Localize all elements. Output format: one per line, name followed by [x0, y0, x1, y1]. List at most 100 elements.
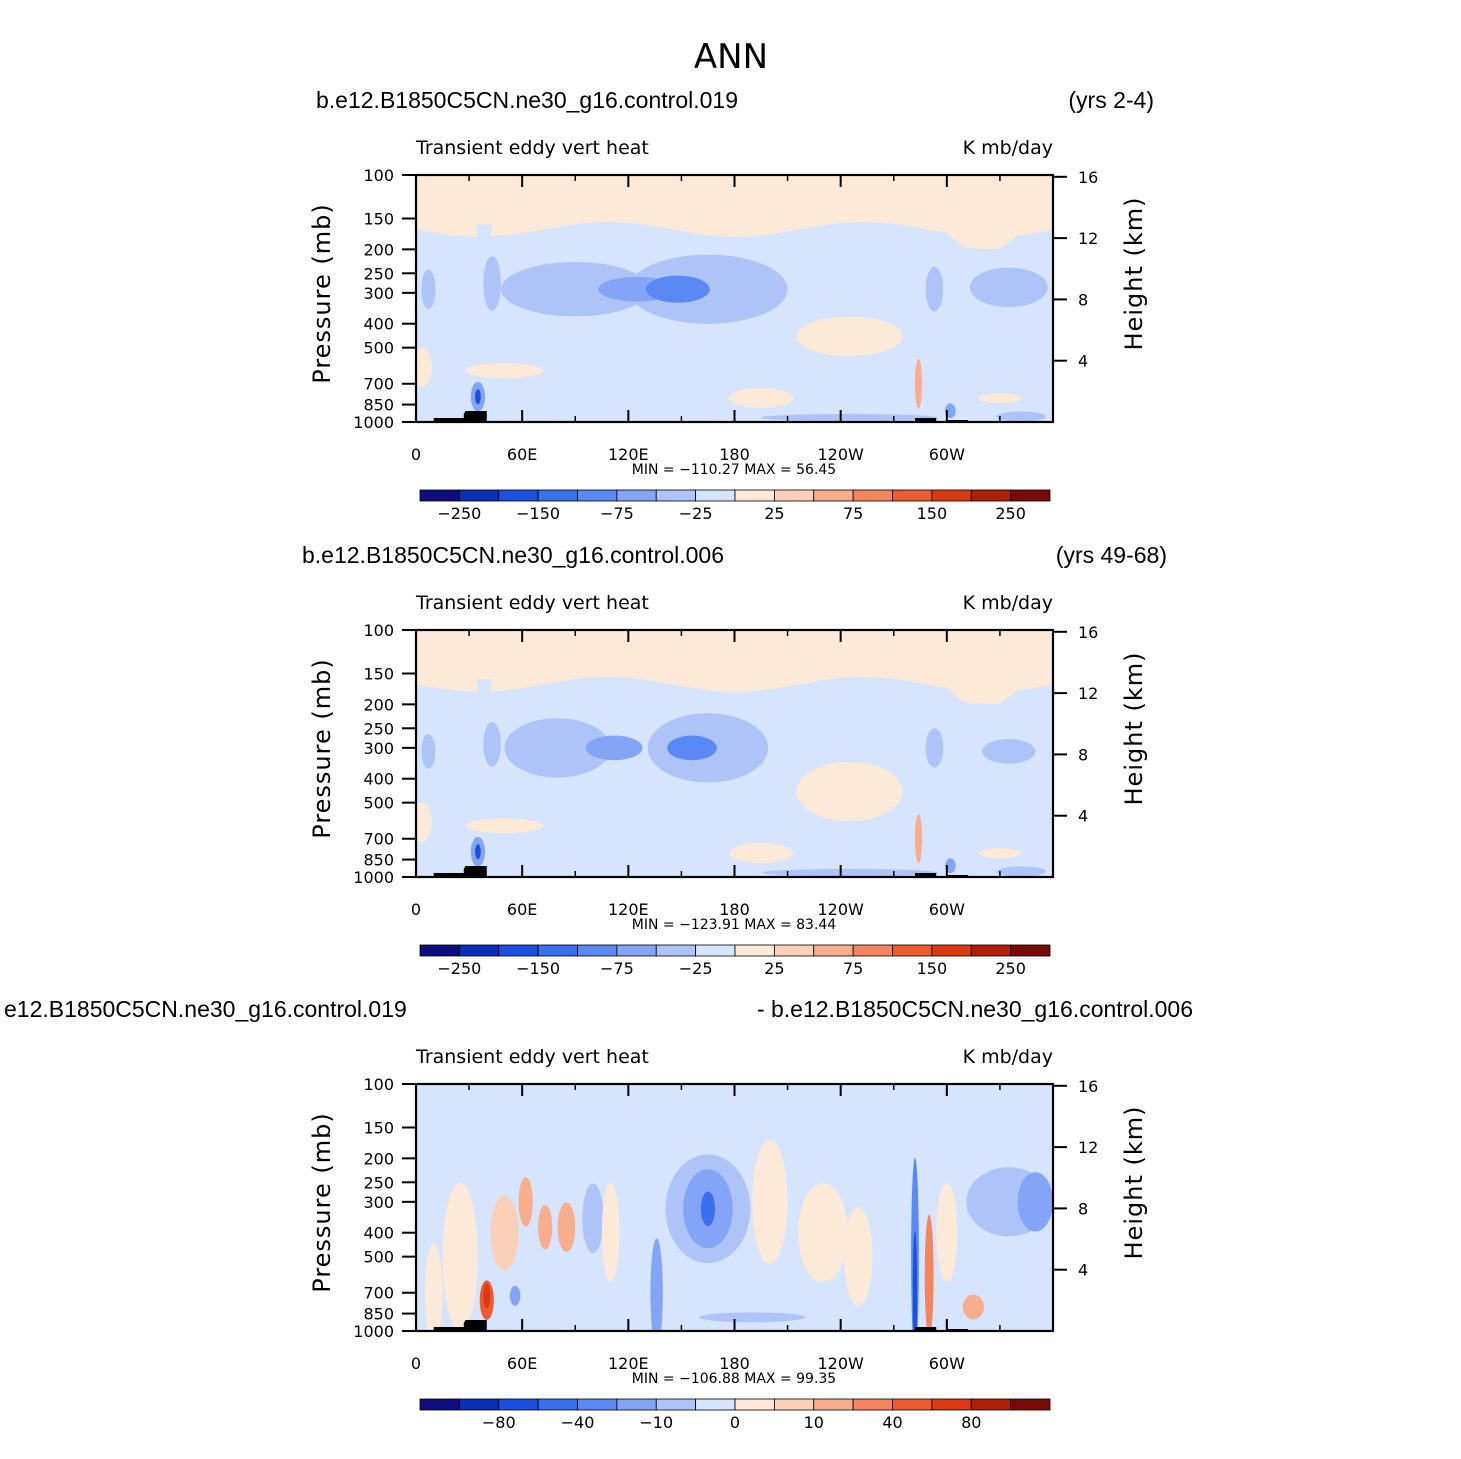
colorbar-box [616, 944, 657, 957]
colorbar-box [734, 944, 775, 957]
field-label: Transient eddy vert heat [415, 592, 649, 614]
stratosphere-positive-region [416, 630, 1053, 704]
colorbar-box [498, 1398, 539, 1411]
y2-tick-label: 16 [1078, 623, 1098, 642]
positive-contour [465, 818, 544, 834]
case-left-label: b.e12.B1850C5CN.ne30_g16.control.019 [316, 87, 738, 113]
min-max-label: MIN = −106.88 MAX = 99.35 [632, 1371, 836, 1387]
y-axis-label: Pressure (mb) [308, 1112, 336, 1292]
tropopause-dip [476, 224, 493, 279]
colorbar-box [655, 489, 697, 502]
colorbar-label: 150 [917, 504, 948, 523]
x-tick-label: 120E [608, 445, 649, 464]
colorbar-box [695, 1398, 736, 1411]
colorbar-box [616, 489, 657, 502]
colorbar-box [537, 944, 578, 957]
y-tick-label: 500 [363, 794, 394, 813]
colorbar-box [773, 944, 815, 957]
x-tick-label: 120W [817, 445, 864, 464]
x-tick-label: 120E [608, 1354, 649, 1373]
x-tick-label: 60W [929, 1354, 965, 1373]
negative-contour [969, 267, 1048, 308]
colorbar-label: −250 [437, 504, 481, 523]
y-tick-label: 850 [363, 1305, 394, 1324]
case-left-label: b.e12.B1850C5CN.ne30_g16.control.006 [302, 542, 724, 568]
panel-2: b.e12.B1850C5CN.ne30_g16.control.006 (yrs… [302, 542, 1167, 978]
colorbar-box [655, 1398, 697, 1411]
y-tick-label: 150 [363, 209, 394, 228]
colorbar-box [931, 1398, 972, 1411]
y-tick-label: 500 [363, 1248, 394, 1267]
negative-contour [421, 269, 436, 309]
topography-africa [433, 1320, 487, 1331]
positive-contour [729, 843, 793, 863]
case-right-label: - b.e12.B1850C5CN.ne30_g16.control.006 [757, 996, 1193, 1022]
colorbar-box [537, 489, 578, 502]
negative-contour [925, 728, 944, 768]
positive-contour [978, 848, 1022, 859]
negative-contour [475, 389, 481, 405]
negative-contour [483, 721, 501, 767]
negative-contour [475, 844, 481, 860]
y2-tick-label: 12 [1078, 684, 1098, 703]
y-tick-label: 300 [363, 1193, 394, 1212]
colorbar-label: −150 [516, 504, 560, 523]
contour-field [416, 1084, 1053, 1331]
colorbar-label: −80 [482, 1413, 516, 1432]
case-right-label: (yrs 2-4) [1068, 87, 1154, 113]
y-tick-label: 250 [363, 1173, 394, 1192]
positive-contour [557, 1202, 576, 1252]
y-tick-label: 200 [363, 240, 394, 259]
field-label: Transient eddy vert heat [415, 1046, 649, 1068]
negative-contour [699, 1312, 806, 1323]
y-tick-label: 100 [363, 166, 394, 185]
colorbar-box [734, 1398, 775, 1411]
negative-contour [483, 256, 501, 311]
colorbar-box [813, 1398, 854, 1411]
negative-contour [509, 1285, 521, 1306]
colorbar-box [892, 944, 933, 957]
y-tick-label: 700 [363, 1284, 394, 1303]
colorbar-box [773, 489, 815, 502]
x-tick-label: 60E [507, 445, 537, 464]
positive-contour [601, 1183, 620, 1283]
colorbar-box [577, 489, 618, 502]
x-tick-label: 180 [719, 900, 750, 919]
negative-contour [700, 1191, 716, 1227]
min-max-label: MIN = −110.27 MAX = 56.45 [632, 462, 836, 478]
colorbar-box [813, 489, 854, 502]
negative-contour [504, 718, 611, 778]
positive-contour [518, 1177, 533, 1227]
colorbar-box [1010, 944, 1051, 957]
colorbar-box [852, 1398, 893, 1411]
colorbar-box [970, 1398, 1012, 1411]
positive-contour [962, 1294, 984, 1320]
y-tick-label: 400 [363, 315, 394, 334]
negative-contour [982, 739, 1036, 764]
negative-contour [585, 735, 643, 761]
colorbar-label: −250 [437, 959, 481, 978]
negative-contour [996, 411, 1046, 422]
positive-contour [465, 363, 544, 379]
case-left-label: e12.B1850C5CN.ne30_g16.control.019 [4, 996, 407, 1022]
y-tick-label: 100 [363, 621, 394, 640]
x-tick-label: 120W [817, 1354, 864, 1373]
y2-tick-label: 4 [1078, 352, 1088, 371]
topography-andes [914, 418, 937, 422]
colorbar-label: −75 [600, 504, 634, 523]
colorbar-label: −40 [561, 1413, 595, 1432]
colorbar-label: −25 [679, 959, 713, 978]
x-tick-label: 60E [507, 900, 537, 919]
colorbar-box [813, 944, 854, 957]
colorbar-label: 150 [917, 959, 948, 978]
y-tick-label: 700 [363, 375, 394, 394]
y-tick-label: 200 [363, 1149, 394, 1168]
y-tick-label: 850 [363, 396, 394, 415]
units-label: K mb/day [963, 592, 1053, 614]
colorbar-box [1010, 1398, 1051, 1411]
y2-axis-label: Height (km) [1120, 1106, 1148, 1260]
colorbar-box [419, 944, 460, 957]
colorbar-box [458, 1398, 500, 1411]
positive-contour [416, 802, 432, 842]
colorbar-box [419, 1398, 460, 1411]
